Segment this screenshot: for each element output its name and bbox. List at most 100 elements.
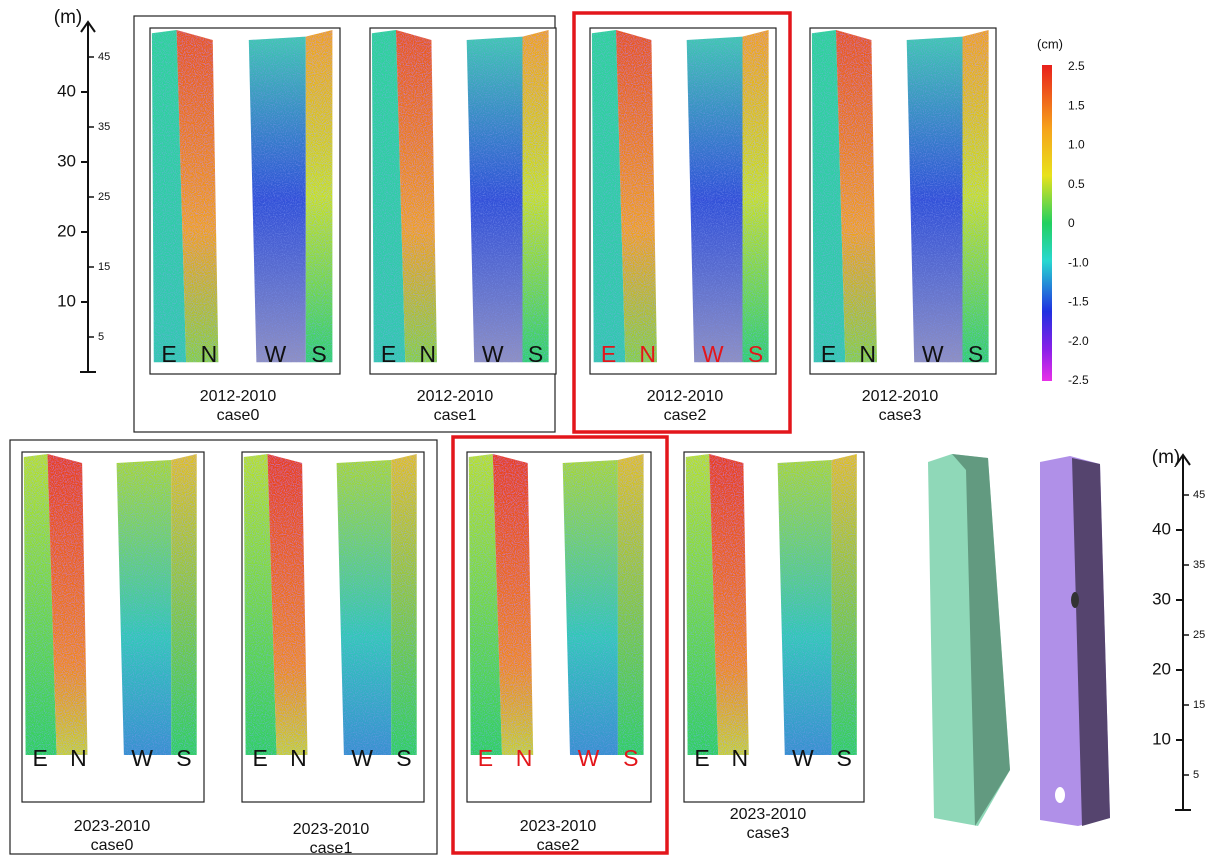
colorbar-label: -2.0: [1068, 334, 1089, 348]
face-label: W: [351, 745, 373, 771]
tower-render-green: [928, 454, 1010, 826]
panel-period: 2023-2010: [74, 818, 151, 835]
face-label: E: [161, 341, 176, 367]
face-label: N: [859, 341, 876, 367]
colorbar-label: -1.5: [1068, 295, 1089, 309]
tower-face: [337, 460, 392, 755]
face-label: E: [381, 341, 396, 367]
face-label: S: [528, 341, 543, 367]
minor-tick-label: 5: [1193, 769, 1199, 781]
panel-case: case1: [310, 840, 353, 856]
colorbar: [1042, 65, 1052, 381]
panel-period: 2012-2010: [200, 388, 277, 405]
scale-unit: (m): [54, 7, 82, 28]
face-label: N: [731, 745, 748, 771]
colorbar-label: 0.5: [1068, 177, 1085, 191]
face-label: W: [578, 745, 600, 771]
panel-period: 2012-2010: [417, 388, 494, 405]
major-tick-label: 40: [57, 81, 76, 100]
colorbar-label: -1.0: [1068, 255, 1089, 269]
face-label: W: [482, 341, 504, 367]
minor-tick-label: 15: [1193, 699, 1205, 711]
tower-render-purple: [1040, 456, 1110, 826]
colorbar-label: 1.5: [1068, 98, 1085, 112]
panel-case: case3: [747, 825, 790, 842]
face-label: N: [201, 341, 218, 367]
minor-tick-label: 25: [98, 191, 110, 203]
tower-face: [306, 30, 333, 362]
panel-period: 2012-2010: [862, 388, 939, 405]
tower-face: [171, 454, 197, 755]
face-label: S: [837, 745, 852, 771]
figure: (cm) (m)10203040515253545(m)102030405152…: [0, 0, 1223, 856]
tower-face: [687, 37, 743, 363]
colorbar-unit: (cm): [1037, 36, 1063, 51]
panel-case: case3: [879, 407, 922, 424]
panel-period: 2023-2010: [293, 821, 370, 838]
tower-face: [249, 37, 306, 363]
face-label: S: [623, 745, 638, 771]
tower-face: [743, 30, 769, 362]
major-tick-label: 30: [1152, 589, 1171, 608]
face-label: S: [968, 341, 983, 367]
minor-tick-label: 5: [98, 331, 104, 343]
major-tick-label: 10: [1152, 729, 1171, 748]
minor-tick-label: 35: [98, 121, 110, 133]
tower-face: [467, 37, 523, 363]
scale-unit: (m): [1152, 447, 1180, 468]
panel-case: case0: [217, 407, 260, 424]
panel-case: case0: [91, 837, 134, 854]
major-tick-label: 10: [57, 291, 76, 310]
face-label: E: [601, 341, 616, 367]
tower-face: [832, 454, 857, 755]
panel-case: case2: [664, 407, 707, 424]
face-label: N: [639, 341, 656, 367]
panel-case: case2: [537, 837, 580, 854]
face-label: N: [516, 745, 533, 771]
major-tick-label: 20: [1152, 659, 1171, 678]
face-label: N: [70, 745, 87, 771]
minor-tick-label: 45: [98, 51, 110, 63]
face-label: W: [131, 745, 153, 771]
tower-face: [563, 460, 618, 755]
tower-face: [778, 460, 832, 755]
major-tick-label: 20: [57, 221, 76, 240]
major-tick-label: 30: [57, 151, 76, 170]
tower-face: [963, 30, 989, 362]
deformation-panel: EN WS 2012-2010 case2: [590, 28, 776, 424]
minor-tick-label: 15: [98, 261, 110, 273]
face-label: S: [311, 341, 326, 367]
panel-period: 2012-2010: [647, 388, 724, 405]
face-label: N: [290, 745, 307, 771]
face-label: W: [265, 341, 287, 367]
face-label: W: [792, 745, 814, 771]
colorbar-label: 0: [1068, 216, 1075, 230]
face-label: E: [33, 745, 48, 771]
tower-face: [618, 454, 644, 755]
panel-case: case1: [434, 407, 477, 424]
face-label: S: [748, 341, 763, 367]
colorbar-label: 1.0: [1068, 138, 1085, 152]
tower-face: [907, 37, 963, 363]
face-label: W: [702, 341, 724, 367]
colorbar-label: 2.5: [1068, 59, 1085, 73]
minor-tick-label: 25: [1193, 629, 1205, 641]
minor-tick-label: 45: [1193, 489, 1205, 501]
tower-face: [523, 30, 549, 362]
face-label: E: [253, 745, 268, 771]
page: (cm) (m)10203040515253545(m)102030405152…: [0, 0, 1223, 856]
tower-face: [117, 460, 172, 755]
face-label: S: [396, 745, 411, 771]
face-label: E: [821, 341, 836, 367]
face-label: N: [419, 341, 436, 367]
face-label: E: [478, 745, 493, 771]
face-label: S: [176, 745, 191, 771]
panel-period: 2023-2010: [730, 806, 807, 823]
